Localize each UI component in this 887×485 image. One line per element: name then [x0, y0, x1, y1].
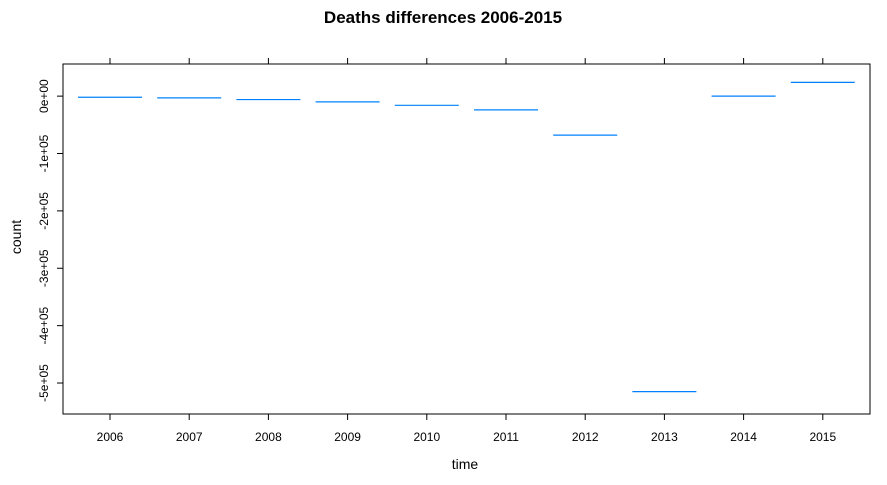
y-axis: 0e+00 -1e+05 -2e+05 -3e+05 -4e+05 -5e+05: [37, 79, 63, 402]
x-axis-label: time: [452, 456, 479, 472]
x-tick-label: 2007: [176, 430, 203, 444]
y-axis-label: count: [8, 220, 24, 254]
x-tick-label: 2009: [334, 430, 361, 444]
plot-frame: [62, 63, 871, 415]
chart-title: Deaths differences 2006-2015: [324, 8, 562, 27]
y-tick-label: 0e+00: [37, 79, 51, 113]
y-tick-label: -2e+05: [37, 192, 51, 230]
y-tick-label: -4e+05: [37, 306, 51, 344]
y-tick-label: -3e+05: [37, 249, 51, 287]
y-tick-label: -1e+05: [37, 134, 51, 172]
x-tick-label: 2012: [572, 430, 599, 444]
x-tick-label: 2013: [651, 430, 678, 444]
data-marks: [78, 81, 855, 393]
x-tick-label: 2014: [730, 430, 757, 444]
y-tick-label: -5e+05: [37, 364, 51, 402]
x-tick-label: 2008: [255, 430, 282, 444]
x-tick-label: 2011: [493, 430, 519, 444]
x-tick-label: 2015: [809, 430, 836, 444]
x-axis: 2006 2007 2008 2009 2010 2011 2012 2013 2014 2015: [97, 58, 836, 444]
x-tick-label: 2010: [413, 430, 440, 444]
x-tick-label: 2006: [97, 430, 124, 444]
